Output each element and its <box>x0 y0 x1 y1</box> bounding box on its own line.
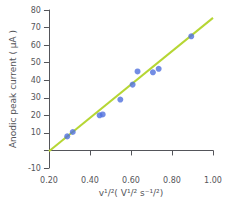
svg-text:0.20: 0.20 <box>40 176 58 185</box>
svg-text:Anodic peak current ( μA ): Anodic peak current ( μA ) <box>8 30 18 148</box>
svg-text:30: 30 <box>31 93 41 102</box>
svg-text:0.40: 0.40 <box>81 176 99 185</box>
svg-text:0.80: 0.80 <box>163 176 181 185</box>
svg-text:60: 60 <box>31 41 41 50</box>
svg-text:20: 20 <box>31 111 41 120</box>
svg-text:10: 10 <box>31 128 41 137</box>
svg-text:-10: -10 <box>28 164 41 173</box>
svg-text:80: 80 <box>31 6 41 15</box>
svg-text:0.60: 0.60 <box>122 176 140 185</box>
svg-text:50: 50 <box>31 58 41 67</box>
svg-text:v¹/²( V¹/² s⁻¹/²): v¹/²( V¹/² s⁻¹/²) <box>99 188 163 198</box>
svg-text:70: 70 <box>31 23 41 32</box>
svg-text:1.00: 1.00 <box>204 176 222 185</box>
svg-text:40: 40 <box>31 76 41 85</box>
